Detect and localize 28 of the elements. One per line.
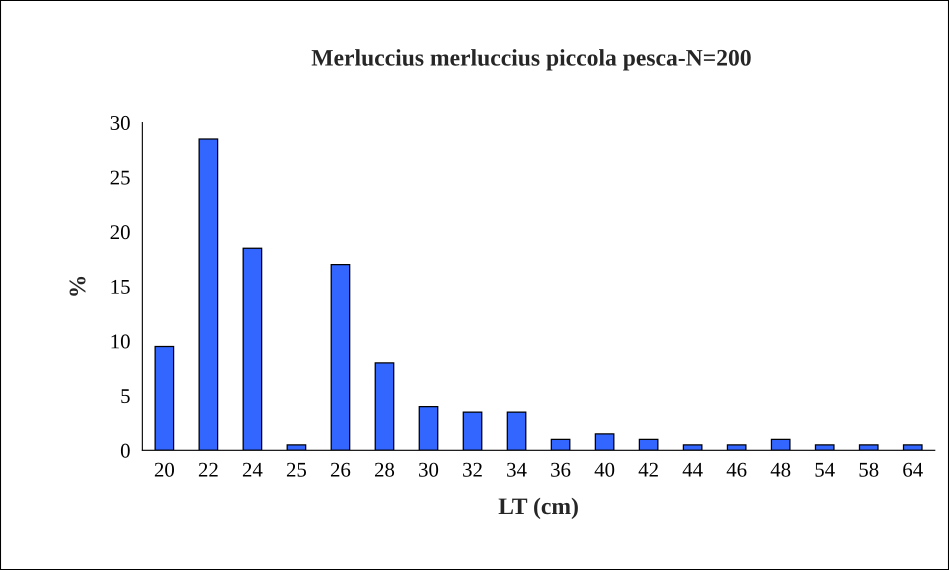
x-tick-label: 24 (242, 462, 262, 477)
chart-title: Merluccius merluccius piccola pesca-N=200 (312, 49, 751, 71)
x-tick-label: 46 (726, 462, 746, 477)
x-tick-label: 64 (903, 462, 923, 477)
y-tick-label: 25 (110, 170, 130, 185)
x-tick-label: 26 (330, 462, 350, 477)
y-axis-title: % (70, 276, 86, 296)
y-tick-label: 30 (110, 116, 130, 130)
x-tick-label: 25 (286, 462, 306, 477)
x-tick-label: 36 (551, 462, 570, 477)
x-tick-label: 44 (682, 462, 703, 477)
x-tick-label: 34 (507, 462, 527, 477)
x-tick-label: 40 (594, 462, 614, 477)
y-tick-label: 15 (112, 280, 130, 294)
x-tick-label: 58 (860, 462, 878, 477)
y-tick-label: 5 (121, 389, 130, 404)
x-tick-label: 54 (816, 462, 835, 477)
x-tick-label: 30 (419, 462, 438, 477)
y-tick-label: 0 (120, 444, 130, 458)
x-tick-label: 48 (770, 462, 790, 477)
x-tick-label: 32 (463, 462, 482, 477)
x-tick-label: 22 (198, 462, 218, 477)
y-tick-label: 10 (112, 334, 130, 348)
x-tick-label: 28 (374, 462, 394, 477)
y-tick-label: 20 (110, 225, 130, 240)
x-axis-title: LT (cm) (498, 498, 578, 520)
x-tick-label: 20 (154, 462, 174, 477)
x-tick-label: 42 (638, 462, 658, 477)
